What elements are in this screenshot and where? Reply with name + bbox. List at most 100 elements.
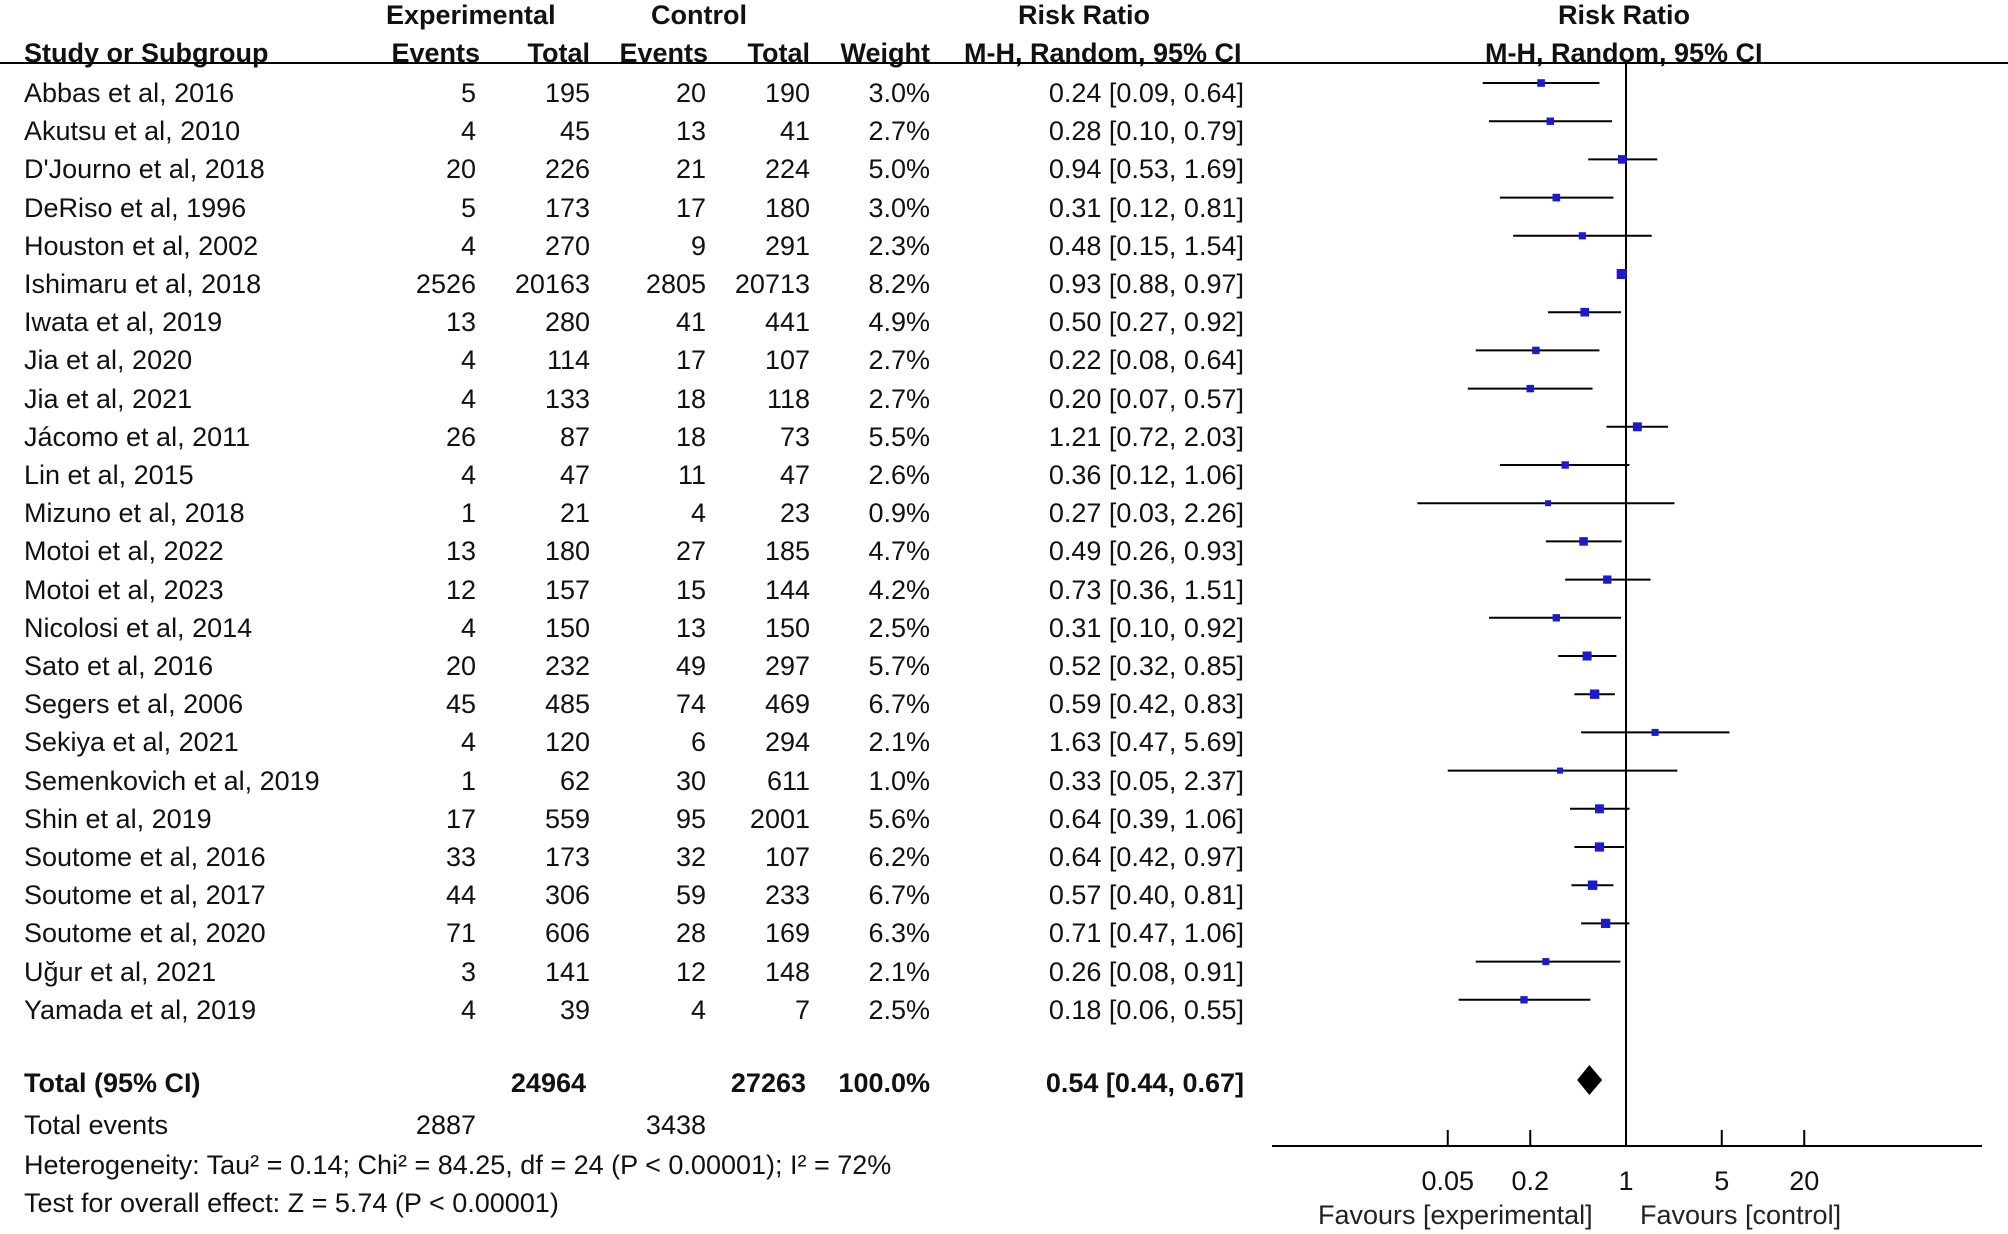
total-experimental: 270	[544, 230, 590, 261]
pooled-diamond	[1577, 1065, 1603, 1095]
study-name: Shin et al, 2019	[24, 803, 212, 834]
total-weight: 100.0%	[838, 1068, 930, 1098]
events-control: 4	[690, 498, 706, 529]
study-marker	[1546, 117, 1554, 125]
total-control: 107	[764, 345, 810, 376]
risk-ratio-header-right: Risk Ratio	[1558, 0, 1691, 30]
risk-ratio-ci: 1.21 [0.72, 2.03]	[1048, 421, 1244, 452]
study-marker	[1556, 767, 1564, 774]
weight: 2.7%	[868, 345, 930, 376]
study-name: Abbas et al, 2016	[24, 78, 235, 108]
weight: 6.2%	[868, 842, 930, 872]
total-control: 233	[764, 880, 810, 911]
study-name: Sekiya et al, 2021	[24, 727, 239, 758]
risk-ratio-ci: 0.93 [0.88, 0.97]	[1048, 269, 1244, 299]
events-control: 17	[675, 345, 706, 376]
events-control: 2805	[645, 269, 706, 299]
total-experimental: 62	[559, 765, 590, 796]
weight: 3.0%	[868, 192, 930, 223]
weight: 2.5%	[868, 994, 930, 1025]
events-control: 13	[675, 612, 706, 643]
events-control: 9	[690, 230, 706, 261]
total-experimental: 150	[544, 612, 590, 643]
risk-ratio-ci: 0.71 [0.47, 1.06]	[1048, 918, 1244, 949]
events-experimental: 13	[445, 307, 476, 338]
events-control: 20	[675, 78, 706, 108]
weight: 6.3%	[868, 918, 930, 949]
total-experimental: 87	[559, 421, 590, 452]
risk-ratio-ci: 0.24 [0.09, 0.64]	[1048, 78, 1244, 108]
study-marker	[1616, 269, 1627, 279]
study-marker	[1552, 193, 1561, 202]
study-marker	[1580, 307, 1590, 317]
study-name: Segers et al, 2006	[24, 689, 244, 720]
total-experimental: 559	[544, 803, 590, 834]
study-name: Lin et al, 2015	[24, 460, 194, 490]
events-control: 59	[675, 880, 706, 911]
study-name: Jácomo et al, 2011	[24, 421, 251, 452]
events-experimental: 4	[460, 345, 476, 376]
x-tick-label: 20	[1789, 1166, 1820, 1196]
study-marker	[1578, 232, 1586, 240]
events-experimental: 4	[460, 727, 476, 758]
events-control: 49	[675, 651, 706, 681]
events-experimental: 4	[460, 460, 476, 490]
study-marker	[1532, 346, 1540, 355]
total-control: 73	[779, 421, 810, 452]
risk-ratio-ci: 0.31 [0.10, 0.92]	[1048, 612, 1244, 643]
events-control: 27	[675, 536, 706, 567]
total-control: 144	[764, 574, 810, 605]
total-control: 150	[764, 612, 810, 643]
study-name: DeRiso et al, 1996	[24, 192, 247, 223]
study-marker	[1520, 996, 1528, 1004]
study-marker	[1594, 842, 1605, 852]
events-control: 30	[675, 765, 706, 796]
study-marker	[1603, 575, 1612, 584]
weight: 1.0%	[868, 765, 930, 796]
study-name: Motoi et al, 2022	[24, 536, 224, 567]
total-experimental: 45	[559, 116, 590, 147]
risk-ratio-ci: 0.52 [0.32, 0.85]	[1048, 651, 1244, 681]
study-marker	[1526, 384, 1534, 393]
events-experimental: 5	[460, 192, 476, 223]
risk-ratio-ci: 0.31 [0.12, 0.81]	[1048, 192, 1244, 223]
total-control: 169	[764, 918, 810, 949]
study-marker	[1579, 537, 1588, 546]
total-control: 224	[764, 154, 810, 185]
events-control: 41	[675, 307, 706, 338]
events-control: 13	[675, 116, 706, 147]
risk-ratio-ci: 0.49 [0.26, 0.93]	[1048, 536, 1244, 567]
events-control: 28	[675, 918, 706, 949]
events-control: 32	[675, 842, 706, 872]
total-control: 107	[764, 842, 810, 872]
events-experimental: 71	[445, 918, 476, 949]
events-experimental: 4	[460, 994, 476, 1025]
weight: 5.7%	[868, 651, 930, 681]
weight: 8.2%	[868, 269, 930, 299]
events-control: 74	[675, 689, 706, 720]
events-experimental: 2526	[415, 269, 476, 299]
total-experimental: 21	[559, 498, 590, 529]
events-experimental: 13	[445, 536, 476, 567]
study-marker	[1651, 728, 1659, 736]
study-marker	[1594, 804, 1604, 814]
heterogeneity-text: Heterogeneity: Tau² = 0.14; Chi² = 84.25…	[24, 1150, 892, 1180]
events-experimental: 4	[460, 230, 476, 261]
risk-ratio-ci: 0.48 [0.15, 1.54]	[1048, 230, 1244, 261]
weight: 4.7%	[868, 536, 930, 567]
total-events-control: 3438	[645, 1110, 706, 1140]
study-name: Akutsu et al, 2010	[24, 116, 241, 147]
events-experimental: 3	[460, 956, 476, 987]
weight: 4.9%	[868, 307, 930, 338]
risk-ratio-ci: 0.26 [0.08, 0.91]	[1048, 956, 1244, 987]
weight: 2.3%	[868, 230, 930, 261]
weight: 5.5%	[868, 421, 930, 452]
total-control: 441	[764, 307, 810, 338]
study-name: Motoi et al, 2023	[24, 574, 224, 605]
total-control: 180	[764, 192, 810, 223]
total-control: 20713	[734, 269, 810, 299]
total-experimental: 226	[544, 154, 590, 185]
total-experimental: 195	[544, 78, 590, 108]
weight: 2.1%	[868, 727, 930, 758]
total-events-label: Total events	[24, 1110, 169, 1140]
